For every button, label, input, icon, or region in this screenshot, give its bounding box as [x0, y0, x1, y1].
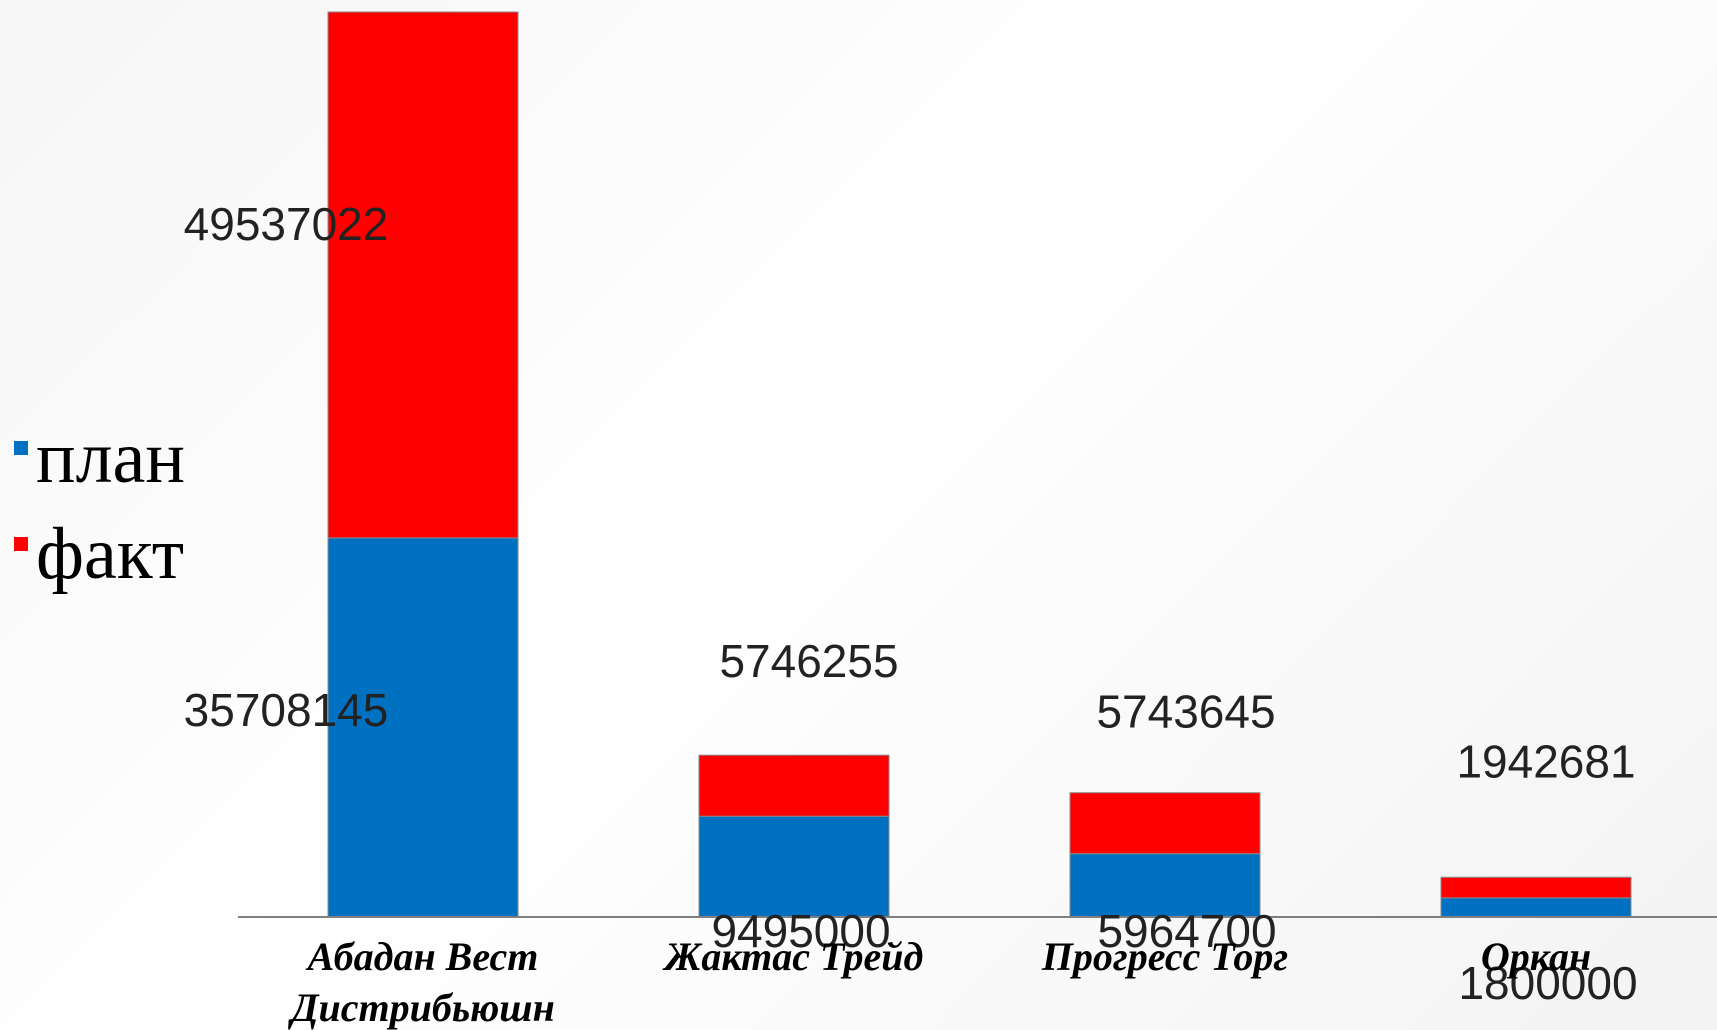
bar-fact-cat-0	[327, 11, 519, 539]
x-tick-labels-group: Абадан Вест Дистрибьюшн Жактас Трейд Прогре…	[287, 934, 1591, 1030]
data-label-fact-cat-2: 5743645	[1096, 686, 1275, 738]
x-tick-label-cat-1-line-0: Жактас Трейд	[662, 934, 924, 979]
legend: план факт	[14, 410, 185, 602]
x-tick-label-cat-0-line-0: Абадан Вест	[305, 934, 539, 979]
data-label-plan-cat-3: 1800000	[1458, 957, 1637, 1009]
x-tick-label-cat-0-line-1: Дистрибьюшн	[287, 985, 555, 1030]
bars-group	[327, 11, 1632, 918]
bar-plan-cat-0	[327, 537, 519, 918]
legend-swatch-fact	[14, 537, 28, 551]
data-label-plan-cat-2: 5964700	[1097, 905, 1276, 957]
data-label-plan-cat-0: 35708145	[184, 684, 389, 736]
legend-swatch-plan	[14, 441, 28, 455]
bar-fact-cat-3	[1440, 876, 1632, 899]
data-label-plan-cat-1: 9495000	[711, 905, 890, 957]
legend-label-fact: факт	[36, 513, 185, 595]
bar-plan-cat-2	[1069, 853, 1261, 918]
x-tick-label-cat-2-line-0: Прогресс Торг	[1041, 934, 1288, 979]
bar-fact-cat-1	[698, 754, 890, 817]
data-label-fact-cat-1: 5746255	[719, 635, 898, 687]
bar-plan-cat-3	[1440, 897, 1632, 918]
x-tick-label-cat-3-line-0: Оркан	[1481, 934, 1591, 979]
bar-plan-cat-1	[698, 815, 890, 918]
data-label-fact-cat-3: 1942681	[1456, 735, 1635, 787]
legend-item-plan: план	[14, 410, 185, 506]
bar-fact-cat-2	[1069, 792, 1261, 855]
data-labels-group: 35708145 49537022 9495000 5746255 5964700 574…	[184, 198, 1638, 1009]
data-label-fact-cat-0: 49537022	[184, 198, 389, 250]
legend-item-fact: факт	[14, 506, 185, 602]
legend-label-plan: план	[36, 417, 185, 499]
